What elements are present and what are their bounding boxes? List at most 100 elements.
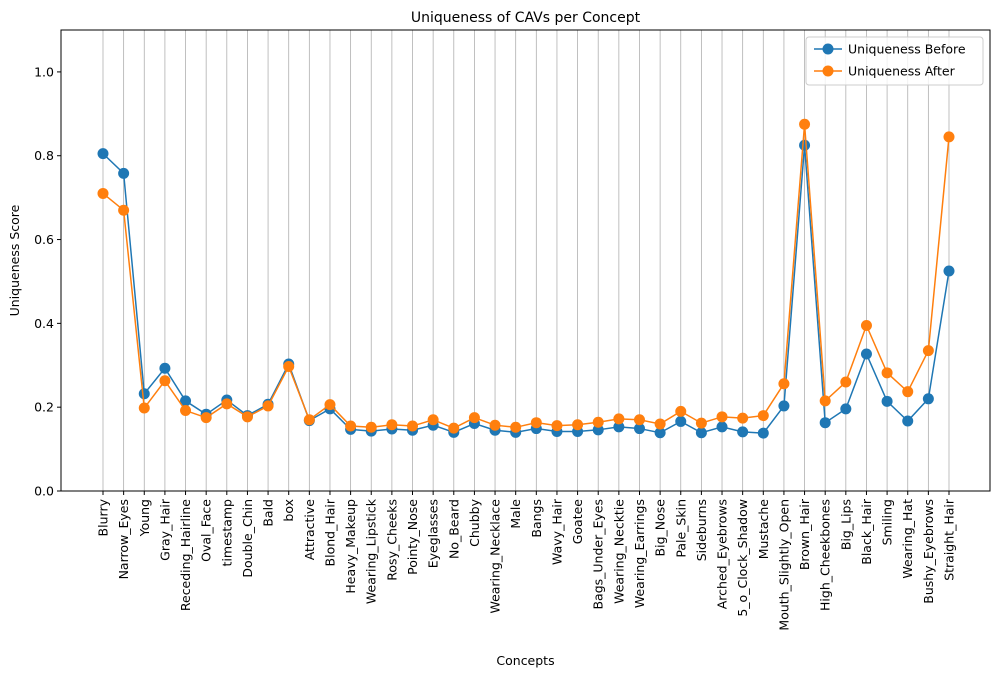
x-tick-label: Wearing_Lipstick bbox=[364, 498, 379, 604]
data-point bbox=[138, 388, 150, 400]
gridlines bbox=[102, 30, 950, 491]
data-point bbox=[324, 399, 336, 411]
data-point bbox=[345, 420, 357, 432]
data-point bbox=[262, 400, 274, 412]
x-tick-label: Bald bbox=[261, 499, 276, 527]
x-tick-label: Young bbox=[137, 499, 152, 537]
data-point bbox=[118, 167, 130, 179]
x-tick-label: Attractive bbox=[302, 499, 317, 561]
x-axis-label: Concepts bbox=[496, 653, 554, 668]
chart-title: Uniqueness of CAVs per Concept bbox=[411, 10, 641, 26]
data-point bbox=[138, 402, 150, 414]
data-point bbox=[365, 421, 377, 433]
y-tick-label: 0.0 bbox=[34, 484, 54, 499]
x-tick-label: Double_Chin bbox=[240, 499, 255, 578]
y-tick-label: 1.0 bbox=[34, 64, 54, 79]
x-tick-label: Mustache bbox=[756, 499, 771, 560]
legend: Uniqueness Before Uniqueness After bbox=[805, 36, 984, 86]
x-tick-label: Narrow_Eyes bbox=[116, 499, 131, 579]
data-point bbox=[159, 362, 171, 374]
data-point bbox=[757, 427, 769, 439]
data-point bbox=[943, 131, 955, 143]
x-tick-label: Big_Nose bbox=[653, 499, 668, 557]
x-tick-label: box bbox=[281, 499, 296, 522]
x-tick-label: Sideburns bbox=[694, 499, 709, 561]
data-point bbox=[180, 405, 192, 417]
legend-marker bbox=[822, 43, 834, 55]
x-tick-label: Straight_Hair bbox=[942, 498, 957, 581]
data-point bbox=[799, 139, 811, 151]
data-point bbox=[551, 420, 563, 432]
data-point bbox=[613, 421, 625, 433]
x-tick-label: Bangs bbox=[529, 499, 544, 538]
data-point bbox=[840, 403, 852, 415]
legend-item: Uniqueness After bbox=[814, 64, 956, 79]
data-point bbox=[695, 417, 707, 429]
data-point bbox=[118, 204, 130, 216]
x-tick-label: Wavy_Hair bbox=[549, 498, 564, 565]
data-point bbox=[386, 419, 398, 431]
data-point bbox=[840, 376, 852, 388]
x-tick-label: Brown_Hair bbox=[797, 498, 812, 570]
data-point bbox=[283, 361, 295, 373]
x-tick-label: Wearing_Earrings bbox=[632, 499, 647, 608]
x-tick-label: Chubby bbox=[467, 498, 482, 546]
data-point bbox=[799, 118, 811, 130]
data-point bbox=[737, 426, 749, 438]
data-point bbox=[241, 411, 253, 423]
legend-item: Uniqueness Before bbox=[814, 42, 966, 57]
x-tick-label: Wearing_Necktie bbox=[611, 499, 626, 604]
legend-label: Uniqueness After bbox=[848, 64, 956, 79]
x-tick-label: timestamp bbox=[219, 499, 234, 566]
data-point bbox=[654, 427, 666, 439]
x-tick-label: Oval_Face bbox=[199, 499, 214, 562]
y-tick-label: 0.8 bbox=[34, 148, 54, 163]
x-tick-label: Arched_Eyebrows bbox=[715, 499, 730, 609]
data-point bbox=[675, 405, 687, 417]
data-point bbox=[675, 415, 687, 427]
data-point bbox=[97, 187, 109, 199]
legend-marker bbox=[822, 65, 834, 77]
data-point bbox=[221, 398, 233, 410]
x-tick-label: Black_Hair bbox=[859, 498, 874, 565]
data-point bbox=[489, 419, 501, 431]
data-point bbox=[902, 415, 914, 427]
x-tick-label: Big_Lips bbox=[838, 499, 853, 550]
data-point bbox=[778, 378, 790, 390]
data-point bbox=[716, 421, 728, 433]
x-tick-label: Mouth_Slightly_Open bbox=[776, 499, 791, 631]
x-tick-label: Gray_Hair bbox=[157, 498, 172, 561]
x-tick-label: Receding_Hairline bbox=[178, 499, 193, 611]
data-point bbox=[303, 414, 315, 426]
data-point bbox=[860, 348, 872, 360]
x-tick-label: Rosy_Cheeks bbox=[384, 499, 399, 581]
x-tick-label: Pointy_Nose bbox=[405, 499, 420, 575]
data-point bbox=[530, 417, 542, 429]
x-tick-label: Male bbox=[508, 499, 523, 529]
data-point bbox=[448, 422, 460, 434]
data-point bbox=[860, 319, 872, 331]
data-point bbox=[922, 345, 934, 357]
x-tick-label: Bags_Under_Eyes bbox=[591, 499, 606, 610]
data-point bbox=[468, 412, 480, 424]
x-tick-label: High_Cheekbones bbox=[818, 499, 833, 611]
data-point bbox=[881, 367, 893, 379]
data-point bbox=[159, 375, 171, 387]
x-tick-label: No_Beard bbox=[446, 499, 461, 559]
series-layer bbox=[97, 118, 955, 439]
data-point bbox=[902, 386, 914, 398]
x-tick-label: Smiling bbox=[880, 499, 895, 545]
series-line bbox=[102, 145, 950, 434]
data-point bbox=[943, 265, 955, 277]
series-before bbox=[97, 139, 955, 439]
data-point bbox=[695, 427, 707, 439]
x-axis: Blurry Narrow_Eyes Young Gray_Hair Receding_… bbox=[96, 491, 957, 631]
legend-label: Uniqueness Before bbox=[848, 42, 966, 57]
data-point bbox=[716, 411, 728, 423]
x-tick-label: 5_o_Clock_Shadow bbox=[735, 499, 750, 617]
data-point bbox=[180, 395, 192, 407]
x-tick-label: Heavy_Makeup bbox=[343, 499, 358, 594]
data-point bbox=[819, 417, 831, 429]
data-point bbox=[407, 420, 419, 432]
